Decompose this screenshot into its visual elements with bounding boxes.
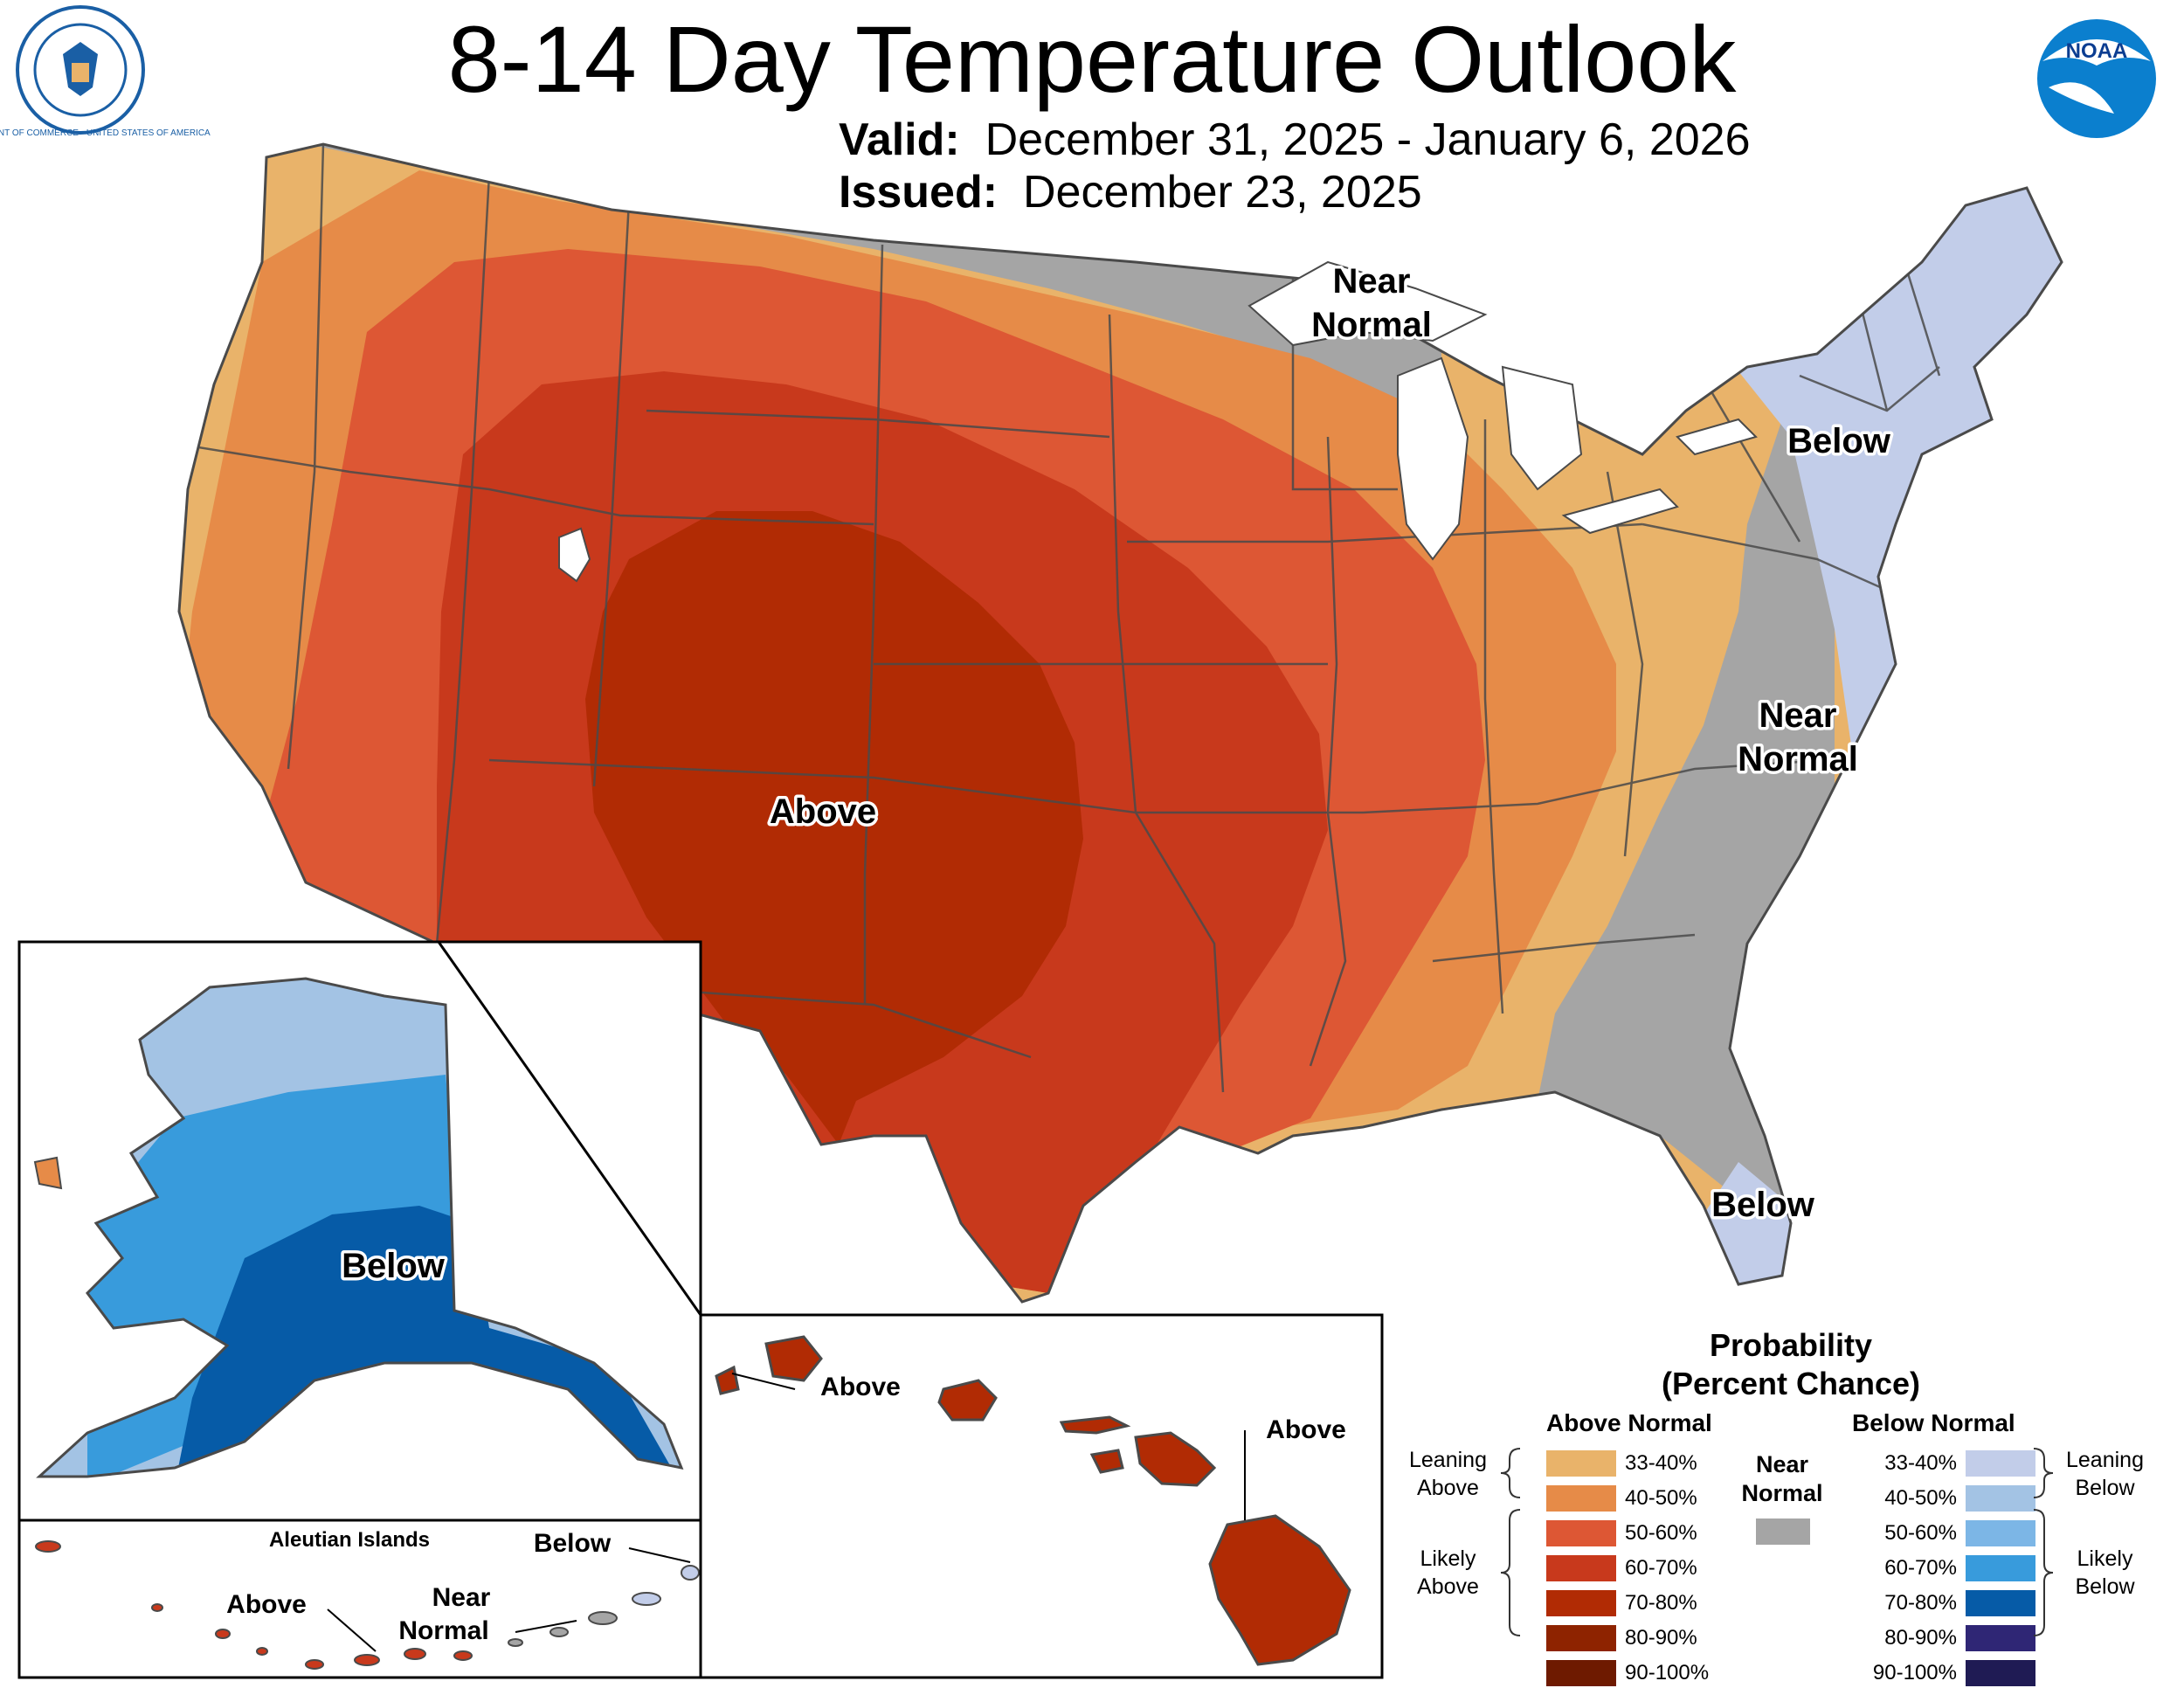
legend-below-header: Below Normal [1852, 1409, 2015, 1436]
alaska-connector [437, 941, 702, 1316]
legend-near-normal-swatch [1756, 1519, 1810, 1545]
legend-leaning-below-line2: Below [2075, 1476, 2135, 1500]
legend-below-label-0: 33-40% [1884, 1451, 1957, 1475]
conus-near-normal-north-line1: Near [1333, 262, 1411, 301]
noaa-logo: NOAA [2037, 19, 2156, 138]
valid-line: Valid: December 31, 2025 - January 6, 20… [839, 114, 1751, 166]
aleutian-islands [35, 1540, 700, 1670]
issued-line: Issued: December 23, 2025 [839, 166, 1422, 218]
legend-likely-above-line1: Likely [1420, 1546, 1476, 1571]
legend-above-swatch-1 [1546, 1485, 1616, 1512]
state-boundaries [187, 144, 1941, 1093]
conus-below-florida: Below [1711, 1186, 1815, 1224]
conus-above: Above [770, 792, 876, 831]
legend-above-swatch-0 [1546, 1450, 1616, 1477]
legend-below-label-6: 90-100% [1872, 1661, 1957, 1685]
aleutian-title: Aleutian Islands [269, 1528, 430, 1552]
aleutian-inset [17, 1519, 702, 1679]
great-salt-lake [558, 527, 591, 583]
aleutian-above: Above [226, 1590, 307, 1619]
legend-leaning-above-line2: Above [1417, 1476, 1479, 1500]
legend-above-swatch-6 [1546, 1660, 1616, 1686]
legend-leaning-below-line1: Leaning [2066, 1448, 2144, 1472]
legend-title-line1: Probability [1709, 1327, 1873, 1363]
conus-near-normal-east-line1: Near [1759, 696, 1837, 735]
legend-below-label-2: 50-60% [1884, 1521, 1957, 1545]
legend-below-swatch-6 [1966, 1660, 2035, 1686]
st-lawrence-island [33, 1156, 63, 1190]
legend-above-label-4: 70-80% [1625, 1591, 1697, 1615]
legend-near-normal-line2: Normal [1741, 1480, 1823, 1506]
alaska-outline [36, 977, 684, 1478]
legend-above-label-2: 50-60% [1625, 1521, 1697, 1545]
legend-above-swatch-4 [1546, 1590, 1616, 1616]
legend-likely-below-line1: Likely [2077, 1546, 2133, 1571]
aleutian-below: Below [534, 1529, 612, 1558]
probability-legend: Probability (Percent Chance) Above Norma… [1398, 1311, 2184, 1686]
legend-below-label-3: 60-70% [1884, 1556, 1957, 1580]
issued-value: December 23, 2025 [1022, 167, 1422, 218]
legend-likely-below-line2: Below [2075, 1574, 2135, 1599]
great-lakes [1248, 260, 1758, 561]
page-title: 8-14 Day Temperature Outlook [447, 6, 1737, 112]
legend-below-swatch-4 [1966, 1590, 2035, 1616]
legend-below-label-4: 70-80% [1884, 1591, 1957, 1615]
conus-near-normal-east-line2: Normal [1738, 740, 1858, 778]
legend-below-label-1: 40-50% [1884, 1486, 1957, 1510]
aleutian-near-normal-line2: Normal [398, 1616, 488, 1645]
legend-above-label-1: 40-50% [1625, 1486, 1697, 1510]
seal-text: DEPARTMENT OF COMMERCE · UNITED STATES O… [0, 128, 211, 138]
legend-above-label-5: 80-90% [1625, 1626, 1697, 1650]
hawaii-islands [715, 1335, 1351, 1666]
legend-above-swatch-3 [1546, 1555, 1616, 1581]
legend-leaning-above-line1: Leaning [1409, 1448, 1487, 1472]
conus-near-normal-north-line2: Normal [1311, 306, 1432, 344]
conus-below-northeast: Below [1787, 422, 1891, 460]
legend-likely-above-line2: Above [1417, 1574, 1479, 1599]
legend-below-swatch-2 [1966, 1520, 2035, 1546]
legend-title-line2: (Percent Chance) [1661, 1366, 1921, 1401]
legend-below-swatch-1 [1966, 1485, 2035, 1512]
issued-label: Issued: [839, 167, 999, 218]
department-of-commerce-seal: DEPARTMENT OF COMMERCE · UNITED STATES O… [0, 5, 211, 138]
legend-above-swatch-5 [1546, 1625, 1616, 1651]
aleutian-near-normal-line1: Near [432, 1583, 491, 1612]
legend-above-swatch-2 [1546, 1520, 1616, 1546]
legend-near-normal-line1: Near [1755, 1451, 1809, 1477]
legend-below-swatch-3 [1966, 1555, 2035, 1581]
legend-above-label-6: 90-100% [1625, 1661, 1710, 1685]
legend-below-swatch-5 [1966, 1625, 2035, 1651]
noaa-logo-text: NOAA [2066, 39, 2128, 63]
valid-label: Valid: [839, 114, 960, 165]
hawaii-above-kauai: Above [820, 1373, 901, 1401]
legend-above-label-0: 33-40% [1625, 1451, 1697, 1475]
valid-value: December 31, 2025 - January 6, 2026 [985, 114, 1751, 165]
alaska-below: Below [342, 1247, 446, 1285]
legend-brackets [1500, 1448, 2054, 1636]
legend-above-label-3: 60-70% [1625, 1556, 1697, 1580]
legend-below-swatch-0 [1966, 1450, 2035, 1477]
hawaii-above-big-island: Above [1266, 1415, 1346, 1444]
legend-below-label-5: 80-90% [1884, 1626, 1957, 1650]
legend-above-header: Above Normal [1546, 1409, 1712, 1436]
